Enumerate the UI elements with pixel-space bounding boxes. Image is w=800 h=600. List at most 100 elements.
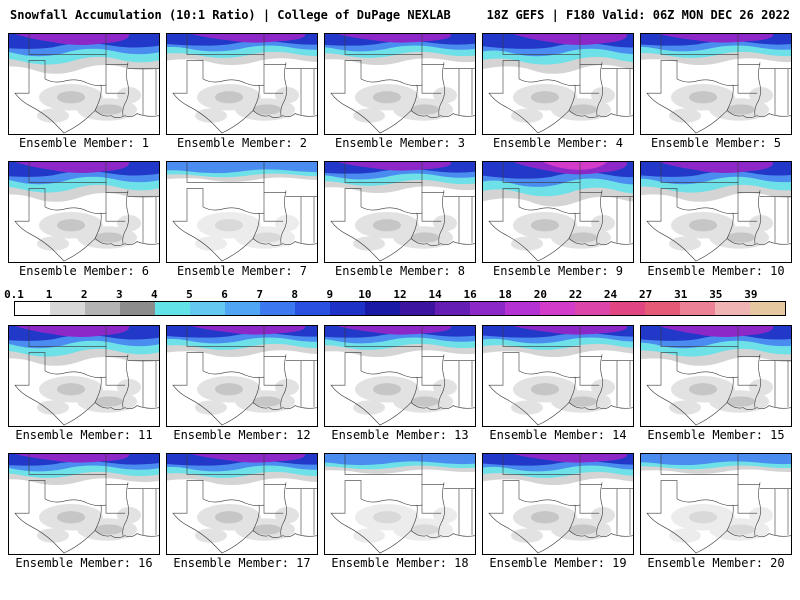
snow-band-group	[167, 162, 317, 182]
snowfall-map-svg	[325, 162, 475, 262]
snowfall-map	[8, 453, 160, 555]
light-snow-patches	[669, 212, 773, 251]
ensemble-row-3: Ensemble Member: 11	[0, 325, 800, 444]
snowfall-map	[482, 33, 634, 135]
snowfall-map-svg	[9, 162, 159, 262]
ensemble-panel: Ensemble Member: 15	[640, 325, 792, 444]
colorbar-cell	[505, 302, 540, 315]
colorbar-cell	[15, 302, 50, 315]
snow-band-group	[167, 454, 317, 486]
colorbar-cell	[155, 302, 190, 315]
colorbar-label: 7	[256, 288, 263, 301]
snowfall-map	[8, 161, 160, 263]
snow-band-purple	[191, 326, 306, 335]
light-snow-patches	[37, 84, 141, 123]
light-snow-patches	[669, 376, 773, 415]
snow-band-group	[483, 454, 633, 486]
snowfall-map-svg	[641, 326, 791, 426]
light-snow-patches	[195, 212, 299, 251]
ensemble-member-label: Ensemble Member: 15	[647, 428, 785, 442]
colorbar-label: 18	[498, 288, 512, 301]
ensemble-member-label: Ensemble Member: 19	[489, 556, 627, 570]
snow-band-magenta	[543, 162, 607, 170]
ensemble-panel: Ensemble Member: 14	[482, 325, 634, 444]
state-borders	[488, 162, 633, 262]
colorbar-cell	[120, 302, 155, 315]
colorbar-cell	[680, 302, 715, 315]
colorbar-label: 6	[221, 288, 228, 301]
light-snow-patches	[669, 504, 773, 543]
snowfall-map-svg	[167, 34, 317, 134]
snowfall-map-svg	[483, 34, 633, 134]
light-snow-patches	[37, 212, 141, 251]
ensemble-member-label: Ensemble Member: 6	[18, 264, 150, 278]
snow-band-group	[9, 162, 159, 202]
ensemble-row-2: Ensemble Member: 6	[0, 161, 800, 280]
snow-band-purple	[337, 34, 452, 43]
ensemble-panel: Ensemble Member: 7	[166, 161, 318, 280]
snowfall-map	[324, 453, 476, 555]
snowfall-map-svg	[325, 34, 475, 134]
snow-band-group	[167, 34, 317, 66]
light-snow-patches	[195, 84, 299, 123]
colorbar-cells	[14, 301, 786, 316]
state-borders	[172, 162, 317, 262]
ensemble-panel: Ensemble Member: 6	[8, 161, 160, 280]
snow-band-purple	[191, 34, 306, 43]
snow-band-purple	[659, 326, 774, 337]
snow-band-purple	[659, 162, 774, 173]
snow-band-group	[9, 326, 159, 366]
snowfall-map-svg	[483, 454, 633, 554]
ensemble-member-label: Ensemble Member: 14	[489, 428, 627, 442]
snow-band-purple	[513, 34, 628, 45]
colorbar-label: 9	[326, 288, 334, 301]
snow-band-purple	[337, 326, 452, 335]
state-borders	[14, 454, 159, 554]
ensemble-panel: Ensemble Member: 2	[166, 33, 318, 152]
ensemble-member-label: Ensemble Member: 5	[650, 136, 782, 150]
snowfall-map	[640, 453, 792, 555]
ensemble-panel: Ensemble Member: 19	[482, 453, 634, 572]
colorbar-cell	[610, 302, 645, 315]
ensemble-panel: Ensemble Member: 5	[640, 33, 792, 152]
ensemble-member-label: Ensemble Member: 8	[334, 264, 466, 278]
snowfall-map	[640, 161, 792, 263]
state-borders	[14, 326, 159, 426]
state-borders	[172, 326, 317, 426]
ensemble-panel: Ensemble Member: 11	[8, 325, 160, 444]
snow-band-group	[325, 162, 475, 194]
ensemble-member-label: Ensemble Member: 3	[334, 136, 466, 150]
snowfall-map	[324, 33, 476, 135]
ensemble-panel: Ensemble Member: 9	[482, 161, 634, 280]
snow-band-purple	[15, 454, 130, 463]
snowfall-map-svg	[167, 454, 317, 554]
colorbar: 0.1 1 2 3 4 5 6 7 8 9 10 12 14 16 18 20 22 24 27 31 35 39	[0, 288, 800, 316]
colorbar-label: 35	[709, 288, 723, 301]
colorbar-label: 0.1	[4, 288, 24, 301]
snowfall-map-svg	[9, 326, 159, 426]
state-borders	[646, 34, 791, 134]
snowfall-map-svg	[9, 34, 159, 134]
snow-band-blue	[325, 454, 475, 466]
snow-band-purple	[15, 326, 130, 337]
snowfall-map	[482, 325, 634, 427]
colorbar-cell	[295, 302, 330, 315]
snowfall-map-svg	[325, 326, 475, 426]
ensemble-panel: Ensemble Member: 16	[8, 453, 160, 572]
colorbar-cell	[330, 302, 365, 315]
ensemble-panel: Ensemble Member: 4	[482, 33, 634, 152]
snow-band-group	[325, 34, 475, 66]
light-snow-patches	[195, 504, 299, 543]
light-snow-patches	[511, 212, 615, 251]
snowfall-map	[324, 325, 476, 427]
colorbar-cell	[260, 302, 295, 315]
snowfall-map	[8, 325, 160, 427]
snowfall-map	[166, 325, 318, 427]
colorbar-cell	[85, 302, 120, 315]
snow-band-purple	[337, 162, 452, 171]
ensemble-panel: Ensemble Member: 13	[324, 325, 476, 444]
light-snow-patches	[511, 84, 615, 123]
light-snow-patches	[353, 84, 457, 123]
ensemble-row-4: Ensemble Member: 16	[0, 453, 800, 572]
light-snow-patches	[511, 504, 615, 543]
